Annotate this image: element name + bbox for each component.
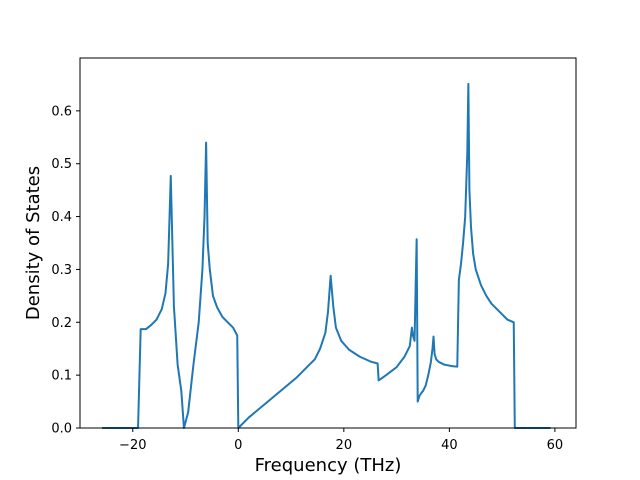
x-tick-label: 40 bbox=[441, 438, 458, 453]
x-tick-label: −20 bbox=[119, 438, 146, 453]
y-tick-label: 0.3 bbox=[51, 263, 72, 278]
dos-series-line-0 bbox=[102, 82, 551, 429]
y-axis-label: Density of States bbox=[23, 166, 44, 320]
axes-frame bbox=[79, 57, 577, 429]
y-tick-label: 0.1 bbox=[51, 369, 72, 384]
y-tick-label: 0.0 bbox=[51, 422, 72, 437]
x-tick-label: 0 bbox=[234, 438, 242, 453]
plot-layer bbox=[102, 82, 551, 429]
ticks-layer: −20 0 20 40 60 0.0 0.1 0.2 0.3 0.4 0.5 0.6 bbox=[51, 104, 563, 453]
x-tick-label: 60 bbox=[547, 438, 564, 453]
y-tick-label: 0.2 bbox=[51, 316, 72, 331]
y-tick-label: 0.5 bbox=[51, 157, 72, 172]
x-axis-label: Frequency (THz) bbox=[255, 455, 402, 476]
y-tick-label: 0.6 bbox=[51, 104, 72, 119]
x-tick-label: 20 bbox=[336, 438, 353, 453]
y-tick-label: 0.4 bbox=[51, 210, 72, 225]
